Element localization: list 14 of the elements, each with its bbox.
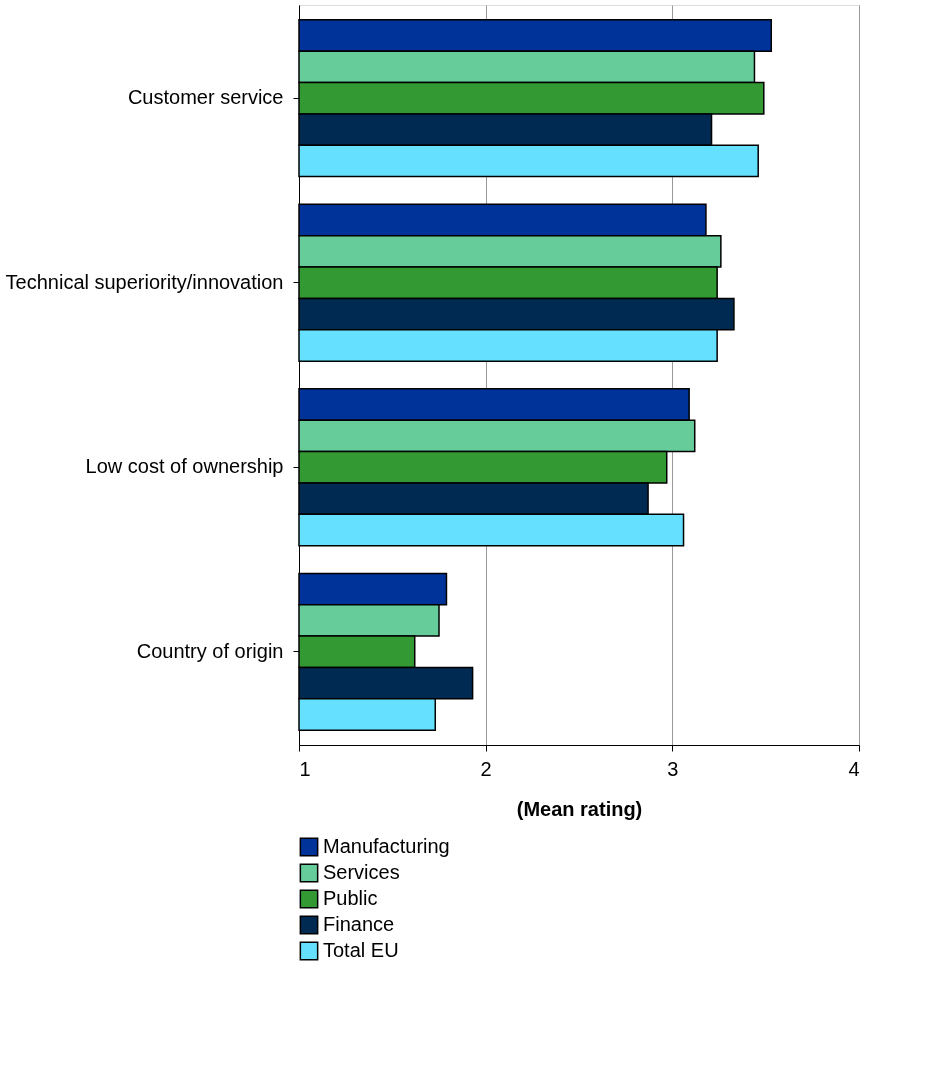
y-tick-label: Country of origin: [136, 639, 284, 662]
legend-label: Finance: [323, 913, 395, 935]
x-tick-label: 4: [848, 757, 860, 780]
x-tick-label: 2: [480, 757, 492, 780]
legend-label: Total EU: [323, 939, 399, 961]
y-tick-label: Technical superiority/innovation: [5, 270, 284, 293]
legend-label: Public: [323, 887, 378, 909]
x-axis-title: (Mean rating): [516, 797, 643, 820]
x-tick-label: 1: [299, 757, 311, 780]
y-tick-label: Low cost of ownership: [85, 455, 284, 478]
y-tick-label: Customer service: [127, 86, 284, 109]
x-tick-label: 3: [667, 757, 679, 780]
legend-label: Services: [323, 861, 400, 883]
legend-label: Manufacturing: [323, 835, 450, 857]
